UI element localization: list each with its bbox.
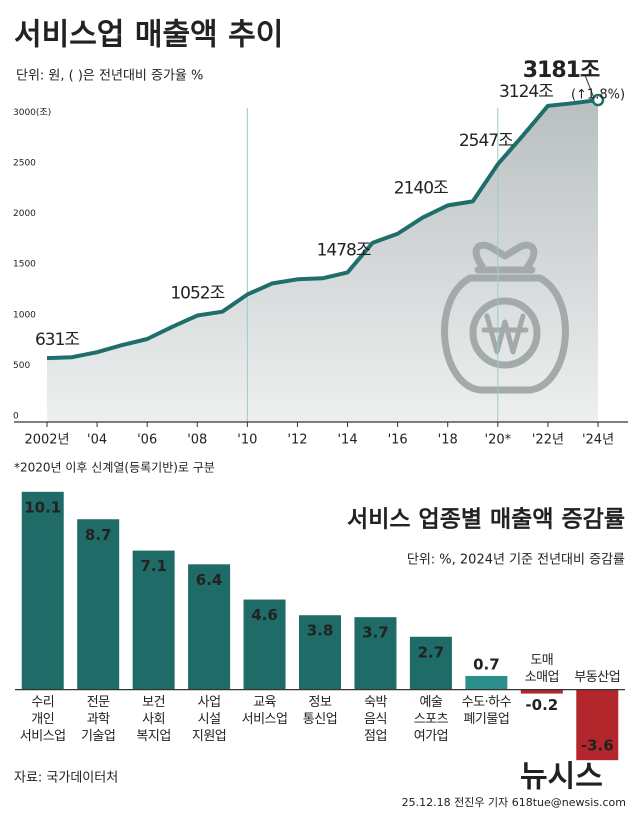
x-tick-label: '04 (87, 433, 107, 448)
category-label: 예술 스포츠 여가업 (413, 694, 449, 744)
data-label: 2547조 (459, 131, 513, 151)
bar (520, 689, 563, 694)
chart-title: 서비스 업종별 매출액 증감률 (347, 507, 625, 533)
end-point (591, 93, 605, 107)
data-label: 8.7 (85, 526, 112, 544)
y-tick-label: 0 (13, 412, 19, 422)
bar (409, 636, 452, 690)
credit: 25.12.18 전진우 기자 618tue@newsis.com (402, 796, 626, 809)
data-label: 3.7 (362, 624, 389, 642)
y-tick-label: 1500 (13, 260, 36, 270)
x-tick-label: '06 (137, 433, 157, 448)
x-tick-label: '12 (287, 433, 307, 448)
category-label: 교육 서비스업 (241, 694, 288, 727)
data-label: 1052조 (170, 284, 224, 304)
bar (188, 564, 231, 690)
x-tick-label: '16 (388, 433, 408, 448)
subtitle: 단위: 원, ( )은 전년대비 증가율 % (16, 69, 203, 84)
bar (132, 550, 175, 690)
y-tick-label: 2000 (13, 209, 36, 219)
chart-title: 서비스업 매출액 추이 (14, 18, 283, 53)
bar (576, 689, 619, 761)
y-tick-label: 1000 (13, 310, 36, 320)
category-label: 부동산업 (574, 669, 621, 685)
category-label: 정보 통신업 (302, 694, 338, 727)
category-label: 수도·하수 폐기물업 (461, 694, 512, 727)
category-label: 숙박 음식 점업 (363, 694, 387, 744)
data-label: 6.4 (196, 571, 223, 589)
x-tick-label: '14 (337, 433, 357, 448)
x-tick-label: '18 (438, 433, 458, 448)
x-tick-label: '20* (485, 433, 512, 448)
coin (469, 297, 541, 369)
data-label: 7.1 (140, 557, 167, 575)
y-tick-label: 500 (13, 361, 30, 371)
data-label: 3.8 (307, 622, 334, 640)
category-label: 도매 소매업 (524, 652, 560, 685)
annotation: (↑1.8%) (571, 88, 625, 103)
x-tick-label: 2002년 (24, 433, 69, 448)
data-label: -3.6 (581, 737, 614, 755)
bar (299, 615, 341, 690)
data-label: 3181조 (523, 58, 600, 83)
category-label: 전문 과학 기술업 (80, 694, 116, 744)
x-tick-label: '08 (187, 433, 207, 448)
money-bag-icon (441, 241, 569, 394)
category-label: 사업 시설 지원업 (191, 694, 227, 744)
x-tick-label: '22년 (532, 433, 564, 448)
bag-neck (472, 241, 538, 274)
data-label: 2.7 (418, 643, 445, 661)
bar (77, 519, 120, 690)
category-label: 보건 사회 복지업 (136, 694, 171, 744)
data-label: 0.7 (473, 655, 500, 673)
data-label: -0.2 (525, 696, 558, 714)
note: *2020년 이후 신계열(등록기반)로 구분 (14, 461, 215, 475)
data-label: 2140조 (394, 178, 448, 198)
y-tick-label: 3000(조) (13, 108, 51, 118)
bar (21, 491, 64, 690)
bar (465, 675, 508, 690)
bar (354, 617, 397, 690)
x-tick-label: '24년 (582, 433, 614, 448)
source: 자료: 국가데이터처 (14, 771, 118, 786)
area-fill (47, 100, 598, 422)
won (481, 313, 529, 355)
bar (243, 599, 286, 690)
subtitle: 단위: %, 2024년 기준 전년대비 증감률 (407, 553, 625, 568)
data-label: 4.6 (251, 606, 278, 624)
data-label: 631조 (35, 330, 79, 350)
leader (584, 74, 595, 99)
data-label: 10.1 (24, 498, 61, 516)
data-label: 3124조 (499, 82, 553, 102)
line (46, 98, 599, 361)
logo: 뉴시스 (520, 760, 603, 795)
x-tick-label: '10 (237, 433, 257, 448)
y-tick-label: 2500 (13, 158, 36, 168)
bag-body (441, 274, 569, 394)
category-label: 수리 개인 서비스업 (19, 694, 66, 744)
data-label: 1478조 (317, 240, 371, 260)
